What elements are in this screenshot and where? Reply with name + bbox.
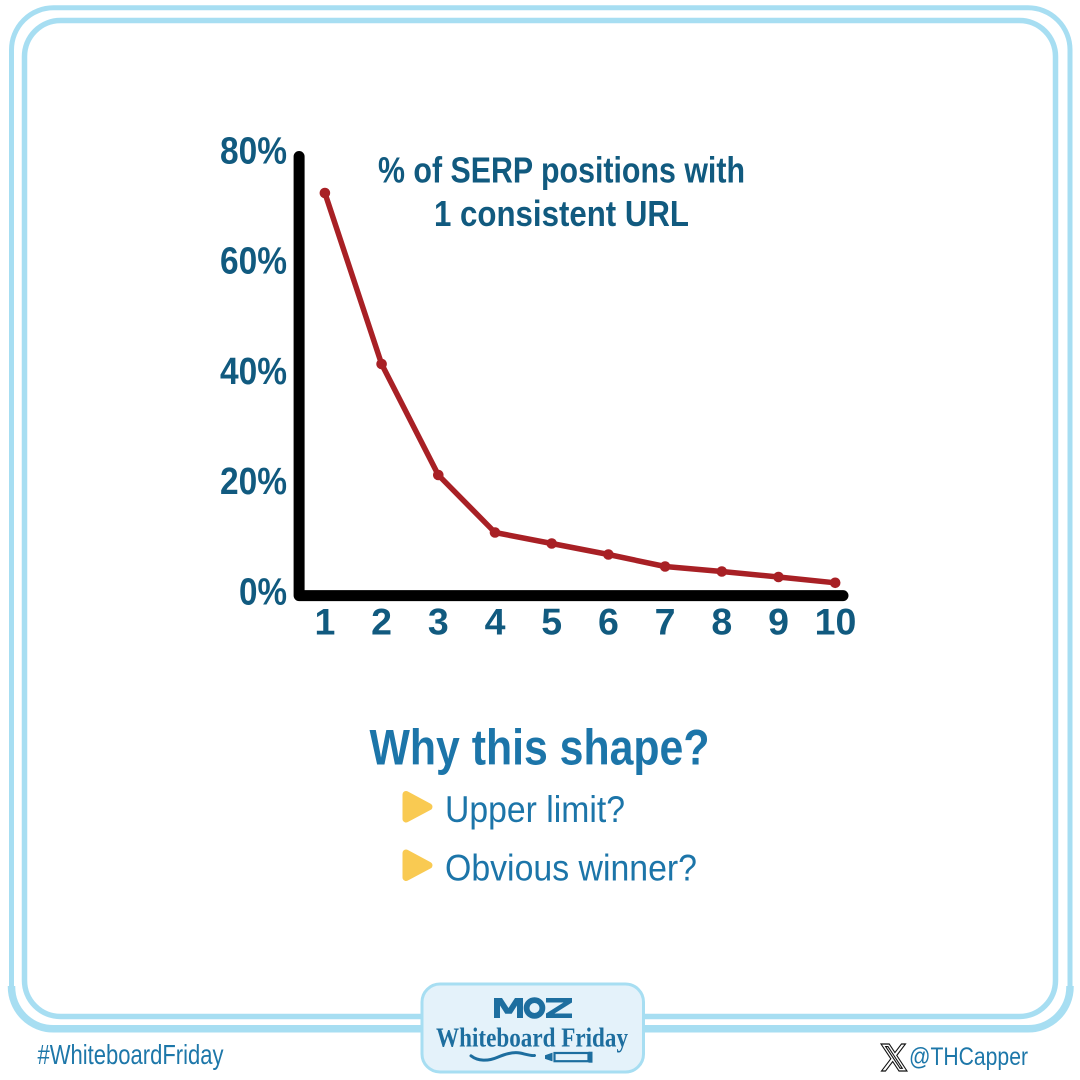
svg-text:Upper limit?: Upper limit? xyxy=(445,789,625,830)
svg-text:1 consistent URL: 1 consistent URL xyxy=(434,193,689,234)
svg-text:1: 1 xyxy=(314,601,335,643)
svg-text:7: 7 xyxy=(655,601,676,643)
svg-text:#WhiteboardFriday: #WhiteboardFriday xyxy=(38,1039,224,1070)
svg-text:8: 8 xyxy=(711,601,732,643)
svg-text:20%: 20% xyxy=(220,461,287,503)
svg-text:6: 6 xyxy=(598,601,619,643)
svg-text:60%: 60% xyxy=(220,241,287,283)
svg-text:Why this shape?: Why this shape? xyxy=(370,719,710,775)
svg-text:3: 3 xyxy=(428,601,449,643)
svg-text:10: 10 xyxy=(815,601,857,643)
svg-text:80%: 80% xyxy=(220,131,287,173)
svg-text:2: 2 xyxy=(371,601,392,643)
svg-text:Whiteboard Friday: Whiteboard Friday xyxy=(436,1022,628,1053)
svg-text:5: 5 xyxy=(541,601,562,643)
svg-text:4: 4 xyxy=(485,601,506,643)
svg-text:9: 9 xyxy=(768,601,789,643)
svg-text:@THCapper: @THCapper xyxy=(909,1043,1028,1071)
svg-text:40%: 40% xyxy=(220,351,287,393)
svg-text:Obvious winner?: Obvious winner? xyxy=(445,848,697,889)
svg-text:0%: 0% xyxy=(239,571,287,613)
svg-text:% of SERP positions with: % of SERP positions with xyxy=(378,150,745,191)
